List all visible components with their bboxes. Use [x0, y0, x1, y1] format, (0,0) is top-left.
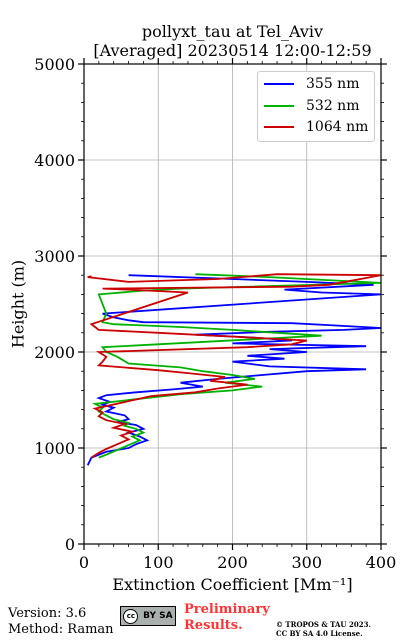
legend-label-532: 532 nm: [306, 98, 360, 114]
y-tick-label: 0: [65, 535, 75, 554]
x-axis-label: Extinction Coefficient [Mm⁻¹]: [112, 575, 353, 594]
version-text: Version: 3.6: [8, 606, 87, 621]
chart-subtitle: [Averaged] 20230514 12:00-12:59: [93, 41, 372, 60]
legend-swatch-1064: [264, 126, 294, 128]
legend-item-1064: 1064 nm: [264, 117, 368, 137]
legend: 355 nm 532 nm 1064 nm: [257, 71, 375, 142]
x-tick-label: 100: [143, 553, 174, 572]
footer-info: Version: 3.6 Method: Raman: [8, 606, 114, 638]
y-tick-label: 3000: [34, 247, 75, 266]
series-line-0: [86, 274, 381, 466]
cc-license-badge: cc BY SA: [120, 606, 176, 626]
chart-title: pollyxt_tau at Tel_Aviv: [141, 22, 324, 41]
y-tick-label: 5000: [34, 55, 75, 74]
legend-swatch-532: [264, 105, 294, 107]
preliminary-line2: Results.: [184, 618, 243, 633]
legend-label-1064: 1064 nm: [306, 119, 369, 135]
legend-label-355: 355 nm: [306, 76, 360, 92]
y-tick-label: 1000: [34, 439, 75, 458]
x-tick-label: 200: [217, 553, 248, 572]
preliminary-note: Preliminary Results.: [184, 602, 270, 634]
cc-icon: cc: [123, 608, 139, 624]
preliminary-line1: Preliminary: [184, 602, 270, 617]
legend-swatch-355: [264, 83, 294, 85]
x-tick-label: 300: [291, 553, 322, 572]
x-tick-label: 400: [366, 553, 397, 572]
license-badge-text: BY SA: [143, 611, 173, 621]
series-layer: [86, 273, 381, 466]
y-tick-label: 4000: [34, 151, 75, 170]
legend-item-532: 532 nm: [264, 96, 359, 116]
method-text: Method: Raman: [8, 622, 114, 637]
y-axis-label: Height (m): [8, 259, 28, 349]
series-line-1: [92, 273, 381, 459]
y-tick-label: 2000: [34, 343, 75, 362]
copyright-line1: © TROPOS & TAU 2023.: [276, 620, 371, 629]
series-line-2: [87, 273, 381, 459]
copyright-line2: CC BY SA 4.0 License.: [276, 629, 363, 638]
copyright-note: © TROPOS & TAU 2023. CC BY SA 4.0 Licens…: [276, 620, 371, 638]
x-tick-label: 0: [79, 553, 89, 572]
legend-item-355: 355 nm: [264, 74, 359, 94]
grid-lines: [84, 64, 381, 544]
